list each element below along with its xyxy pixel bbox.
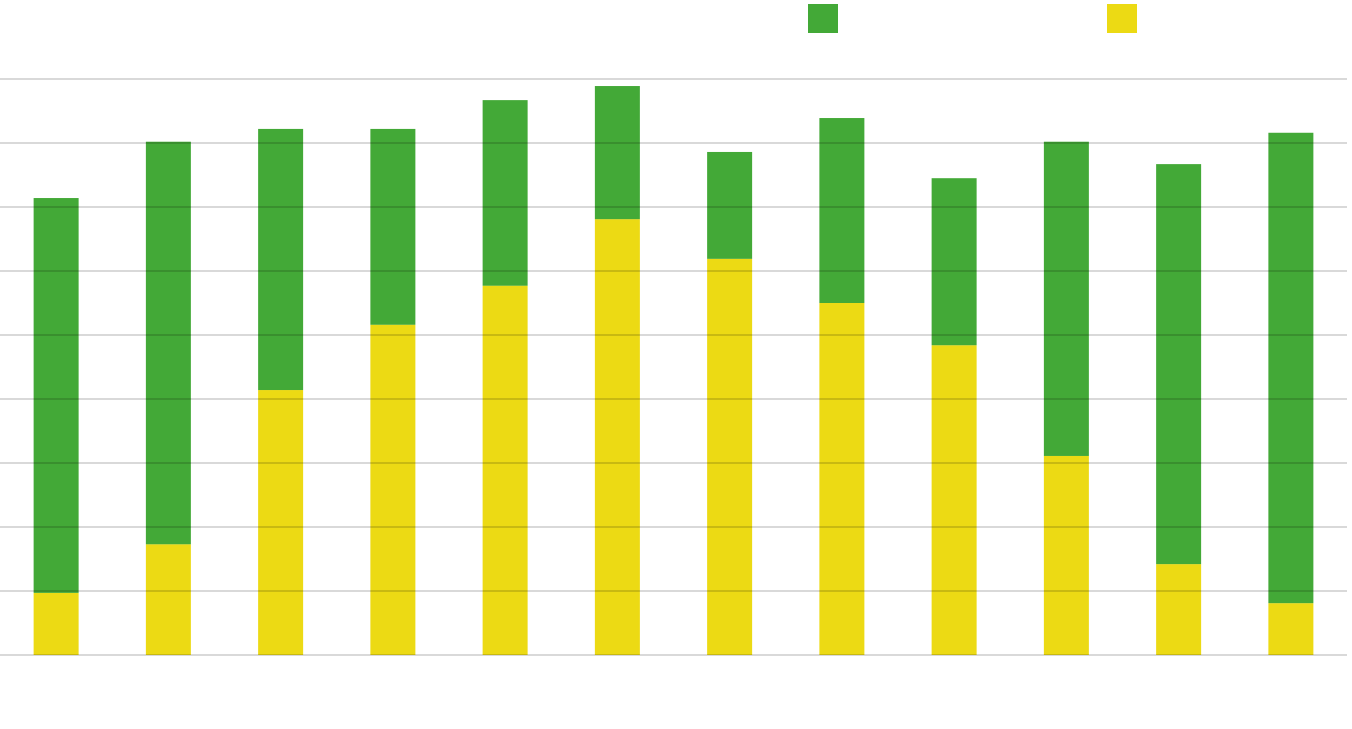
bar-segment — [1156, 564, 1202, 655]
bar-segment — [707, 258, 753, 655]
bar-segment — [33, 198, 79, 593]
bar-segment — [258, 128, 304, 391]
bar-segment — [819, 303, 865, 655]
legend-swatch — [1107, 4, 1137, 33]
bar-segment — [482, 285, 528, 655]
bar-segment — [1043, 141, 1089, 456]
bar-segment — [370, 324, 416, 655]
bar-segment — [370, 128, 416, 325]
bar-segment — [931, 178, 977, 346]
bar-segment — [1268, 132, 1314, 604]
bar-segment — [482, 100, 528, 286]
bar-segment — [707, 151, 753, 259]
bar-segment — [1268, 603, 1314, 655]
bar-segment — [145, 544, 191, 655]
bar-segment — [258, 390, 304, 655]
bar-segment — [819, 118, 865, 303]
bar-segment — [931, 345, 977, 655]
bar-segment — [594, 219, 640, 655]
legend-swatch — [808, 4, 838, 33]
bar-segment — [33, 592, 79, 655]
bar-segment — [594, 86, 640, 220]
bar-segment — [1156, 164, 1202, 565]
bar-segment — [1043, 455, 1089, 655]
bar-segment — [145, 141, 191, 545]
